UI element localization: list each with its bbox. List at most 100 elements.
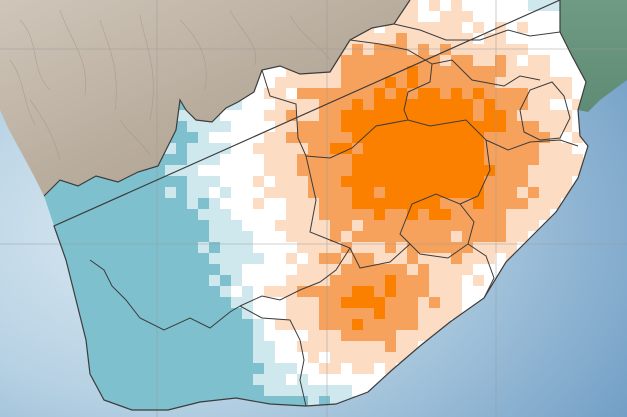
raster-cell xyxy=(55,187,67,199)
raster-cell xyxy=(253,242,265,254)
raster-cell xyxy=(253,209,265,221)
raster-cell xyxy=(330,385,342,397)
raster-cell xyxy=(495,88,507,100)
raster-cell xyxy=(462,143,474,155)
raster-cell xyxy=(473,253,485,265)
raster-cell xyxy=(88,319,100,331)
raster-cell xyxy=(374,352,386,364)
raster-cell xyxy=(187,297,199,309)
raster-cell xyxy=(451,77,463,89)
raster-cell xyxy=(572,99,584,111)
raster-cell xyxy=(330,165,342,177)
raster-cell xyxy=(440,264,452,276)
raster-cell xyxy=(308,187,320,199)
raster-cell xyxy=(385,209,397,221)
raster-cell xyxy=(363,187,375,199)
raster-cell xyxy=(319,121,331,133)
raster-cell xyxy=(396,264,408,276)
raster-cell xyxy=(352,44,364,56)
raster-cell xyxy=(286,110,298,122)
raster-cell xyxy=(297,231,309,243)
raster-cell xyxy=(473,176,485,188)
raster-cell xyxy=(308,231,320,243)
raster-cell xyxy=(572,165,584,177)
raster-cell xyxy=(66,187,78,199)
raster-cell xyxy=(154,187,166,199)
raster-cell xyxy=(528,132,540,144)
raster-cell xyxy=(198,330,210,342)
raster-cell xyxy=(220,154,232,166)
raster-cell xyxy=(330,88,342,100)
raster-cell xyxy=(352,385,364,397)
raster-cell xyxy=(242,308,254,320)
raster-cell xyxy=(418,220,430,232)
raster-cell xyxy=(231,121,243,133)
raster-cell xyxy=(396,286,408,298)
raster-cell xyxy=(319,154,331,166)
raster-cell xyxy=(308,308,320,320)
raster-cell xyxy=(275,330,287,342)
raster-cell xyxy=(462,44,474,56)
raster-cell xyxy=(363,33,375,45)
raster-cell xyxy=(264,143,276,155)
raster-cell xyxy=(165,407,177,410)
raster-cell xyxy=(385,99,397,111)
raster-cell xyxy=(176,264,188,276)
raster-cell xyxy=(352,176,364,188)
raster-cell xyxy=(363,330,375,342)
raster-cell xyxy=(330,396,342,408)
raster-cell xyxy=(352,55,364,67)
raster-cell xyxy=(187,286,199,298)
raster-cell xyxy=(231,154,243,166)
raster-cell xyxy=(385,55,397,67)
raster-cell xyxy=(297,165,309,177)
raster-cell xyxy=(550,66,562,78)
raster-cell xyxy=(352,242,364,254)
raster-cell xyxy=(154,198,166,210)
raster-cell xyxy=(440,44,452,56)
raster-cell xyxy=(407,132,419,144)
raster-cell xyxy=(308,352,320,364)
raster-cell xyxy=(319,77,331,89)
raster-cell xyxy=(407,77,419,89)
raster-cell xyxy=(176,154,188,166)
raster-cell xyxy=(209,165,221,177)
raster-cell xyxy=(374,264,386,276)
raster-cell xyxy=(462,242,474,254)
raster-cell xyxy=(264,308,276,320)
raster-cell xyxy=(484,209,496,221)
raster-cell xyxy=(352,143,364,155)
raster-cell xyxy=(561,132,573,144)
raster-cell xyxy=(363,297,375,309)
raster-cell xyxy=(165,198,177,210)
raster-cell xyxy=(308,319,320,331)
raster-cell xyxy=(352,231,364,243)
raster-cell xyxy=(473,66,485,78)
raster-cell xyxy=(154,264,166,276)
raster-cell xyxy=(352,286,364,298)
raster-cell xyxy=(517,0,529,12)
raster-cell xyxy=(539,88,551,100)
raster-cell xyxy=(473,132,485,144)
raster-cell xyxy=(286,286,298,298)
raster-cell xyxy=(77,220,89,232)
raster-cell xyxy=(550,198,562,210)
raster-cell xyxy=(253,264,265,276)
raster-cell xyxy=(528,220,540,232)
raster-cell xyxy=(341,264,353,276)
raster-cell xyxy=(341,308,353,320)
raster-cell xyxy=(176,308,188,320)
raster-cell xyxy=(66,231,78,243)
raster-cell xyxy=(495,110,507,122)
raster-cell xyxy=(517,143,529,155)
raster-cell xyxy=(143,330,155,342)
raster-cell xyxy=(407,330,419,342)
raster-cell xyxy=(88,198,100,210)
raster-cell xyxy=(385,22,397,34)
raster-cell xyxy=(517,209,529,221)
raster-cell xyxy=(528,165,540,177)
raster-cell xyxy=(187,352,199,364)
raster-cell xyxy=(418,286,430,298)
raster-cell xyxy=(550,22,562,34)
